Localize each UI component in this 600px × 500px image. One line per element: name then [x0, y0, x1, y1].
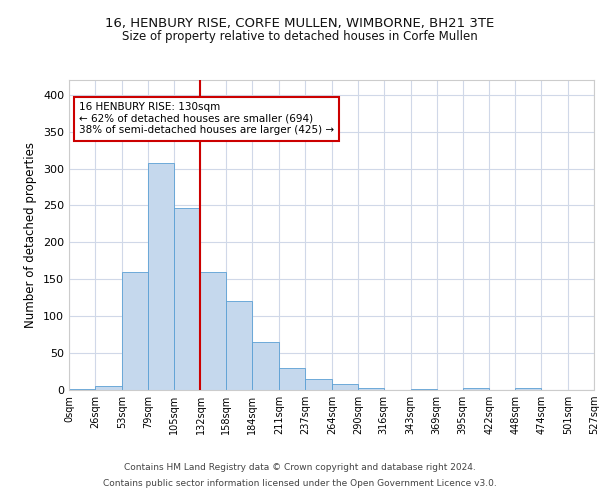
- Bar: [253, 342, 279, 390]
- Text: Size of property relative to detached houses in Corfe Mullen: Size of property relative to detached ho…: [122, 30, 478, 43]
- Text: 16, HENBURY RISE, CORFE MULLEN, WIMBORNE, BH21 3TE: 16, HENBURY RISE, CORFE MULLEN, WIMBORNE…: [106, 18, 494, 30]
- Bar: [463, 388, 490, 390]
- Bar: [279, 368, 305, 390]
- Bar: [95, 386, 122, 390]
- Bar: [200, 272, 226, 390]
- Bar: [332, 384, 358, 390]
- Bar: [515, 388, 541, 390]
- Bar: [358, 388, 384, 390]
- Bar: [69, 388, 95, 390]
- Bar: [173, 208, 200, 390]
- Text: Contains HM Land Registry data © Crown copyright and database right 2024.: Contains HM Land Registry data © Crown c…: [124, 464, 476, 472]
- Text: 16 HENBURY RISE: 130sqm
← 62% of detached houses are smaller (694)
38% of semi-d: 16 HENBURY RISE: 130sqm ← 62% of detache…: [79, 102, 334, 136]
- Bar: [148, 164, 173, 390]
- Bar: [410, 388, 437, 390]
- Y-axis label: Number of detached properties: Number of detached properties: [25, 142, 37, 328]
- Text: Contains public sector information licensed under the Open Government Licence v3: Contains public sector information licen…: [103, 478, 497, 488]
- Bar: [226, 302, 253, 390]
- Bar: [122, 272, 148, 390]
- Bar: [305, 379, 332, 390]
